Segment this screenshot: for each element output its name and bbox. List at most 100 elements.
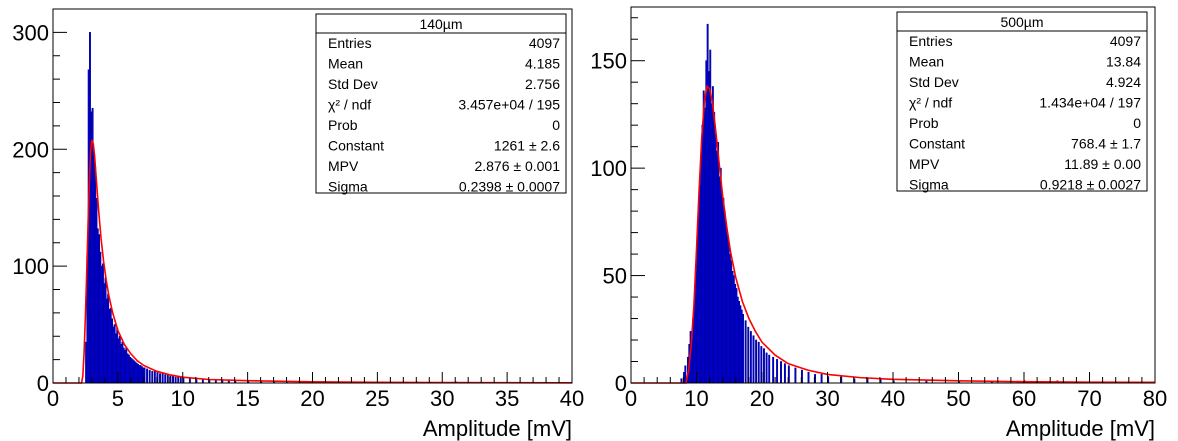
stat-value: 0	[1133, 115, 1141, 131]
plot-frame	[630, 6, 1156, 384]
x-tick-label: 15	[235, 386, 259, 411]
stat-label: Std Dev	[909, 74, 959, 90]
stat-value: 4097	[529, 35, 560, 51]
stats-box-frame	[896, 11, 1148, 192]
stat-value: 4.924	[1106, 74, 1141, 90]
stat-label: Prob	[328, 117, 358, 133]
histogram-bin	[772, 356, 775, 384]
y-axis: 0 100 200 300	[12, 8, 67, 396]
stat-label: Mean	[909, 54, 944, 70]
histogram-bin	[752, 335, 755, 384]
histogram-bin	[747, 326, 750, 384]
stat-label: Mean	[328, 56, 363, 72]
x-tick-label: 35	[495, 386, 519, 411]
stat-label: Sigma	[909, 177, 949, 193]
histogram-bin	[179, 376, 182, 384]
stat-label: MPV	[909, 156, 940, 172]
y-tick-label: 300	[12, 20, 49, 45]
histogram-bin	[776, 359, 779, 384]
x-tick-label: 20	[300, 386, 324, 411]
stat-value: 2.876 ± 0.001	[474, 158, 560, 174]
stat-label: χ² / ndf	[328, 97, 371, 113]
histogram-bin	[765, 352, 768, 384]
histogram-bin	[161, 373, 164, 384]
x-axis-label: Amplitude [mV]	[423, 416, 572, 441]
y-tick-label: 200	[12, 137, 49, 162]
stat-value: 0.9218 ± 0.0027	[1040, 177, 1141, 193]
histogram-bin	[780, 361, 782, 384]
y-tick-label: 100	[12, 254, 49, 279]
histogram-bin	[153, 371, 156, 384]
histogram-bin	[164, 374, 167, 384]
x-tick-label: 40	[881, 386, 905, 411]
stat-label: Std Dev	[328, 76, 378, 92]
x-tick-label: 0	[47, 386, 59, 411]
stat-value: 3.457e+04 / 195	[458, 97, 560, 113]
histogram-bin	[174, 376, 177, 384]
histogram-bin	[177, 376, 180, 384]
stat-value: 2.756	[525, 76, 560, 92]
stats-box-frame	[315, 13, 567, 194]
x-tick-label: 0	[625, 386, 637, 411]
y-tick-label: 150	[590, 49, 627, 74]
stat-label: χ² / ndf	[909, 95, 952, 111]
y-tick-label: 100	[590, 156, 627, 181]
stat-label: Entries	[328, 35, 372, 51]
x-tick-label: 80	[1143, 386, 1167, 411]
stat-value: 11.89 ± 0.00	[1064, 156, 1141, 172]
stat-value: 0	[552, 117, 560, 133]
stats-box: 140µm Entries 4097 Mean 4.185 Std Dev 2.756 χ² …	[315, 13, 567, 195]
stats-title: 140µm	[419, 16, 462, 32]
x-tick-label: 25	[365, 386, 389, 411]
stat-value: 1261 ± 2.6	[494, 138, 560, 154]
y-tick-label: 50	[603, 264, 627, 289]
y-tick-label: 0	[37, 371, 49, 396]
stat-label: Prob	[909, 115, 939, 131]
histogram-bin	[146, 368, 149, 384]
x-tick-label: 10	[171, 386, 195, 411]
histogram-bin	[148, 369, 151, 384]
stat-value: 1.434e+04 / 197	[1039, 95, 1141, 111]
x-tick-label: 50	[946, 386, 970, 411]
histogram-bin	[820, 374, 823, 384]
x-tick-label: 70	[1077, 386, 1101, 411]
histogram-bin	[151, 371, 154, 384]
histogram-bin	[807, 371, 810, 384]
histogram-panel-500um: 0 10 20 30 40 50 60 70 80 0 50 100 150 500µm Entries…	[590, 6, 1167, 441]
y-axis: 0 50 100 150	[590, 17, 645, 396]
fit-curve	[631, 85, 1156, 384]
plot-frame	[52, 8, 573, 384]
histogram-bin	[749, 331, 752, 384]
histogram-bin	[166, 374, 169, 384]
stat-label: Sigma	[328, 179, 368, 195]
stat-value: 4097	[1110, 33, 1141, 49]
stat-value: 768.4 ± 1.7	[1071, 136, 1141, 152]
x-tick-label: 20	[750, 386, 774, 411]
histogram-bin	[172, 375, 174, 384]
histogram-bin	[744, 320, 747, 384]
x-tick-label: 5	[112, 386, 124, 411]
stats-box: 500µm Entries 4097 Mean 13.84 Std Dev 4.924 χ² …	[896, 11, 1148, 193]
stat-label: Constant	[328, 138, 384, 154]
histogram-bin	[757, 341, 760, 384]
histogram-bin	[188, 378, 191, 384]
x-axis-label: Amplitude [mV]	[1006, 416, 1155, 441]
x-tick-label: 10	[684, 386, 708, 411]
histogram-bin	[763, 348, 765, 384]
histogram-bin	[755, 339, 758, 384]
stat-value: 13.84	[1106, 54, 1141, 70]
x-tick-label: 60	[1012, 386, 1036, 411]
histogram-panel-140um: 0 5 10 15 20 25 30 35 40 0 100 200 300 140µm Entries…	[12, 8, 584, 441]
histogram-bin	[742, 313, 744, 384]
stat-label: MPV	[328, 158, 359, 174]
x-tick-label: 40	[560, 386, 584, 411]
histogram-bin	[783, 363, 786, 384]
stat-label: Entries	[909, 33, 953, 49]
histogram-bin	[201, 379, 204, 384]
y-tick-label: 0	[615, 371, 627, 396]
x-tick-label: 30	[430, 386, 454, 411]
landau-fit-line	[631, 85, 1156, 384]
stat-value: 0.2398 ± 0.0007	[459, 179, 560, 195]
x-tick-label: 30	[815, 386, 839, 411]
stats-title: 500µm	[1000, 14, 1043, 30]
